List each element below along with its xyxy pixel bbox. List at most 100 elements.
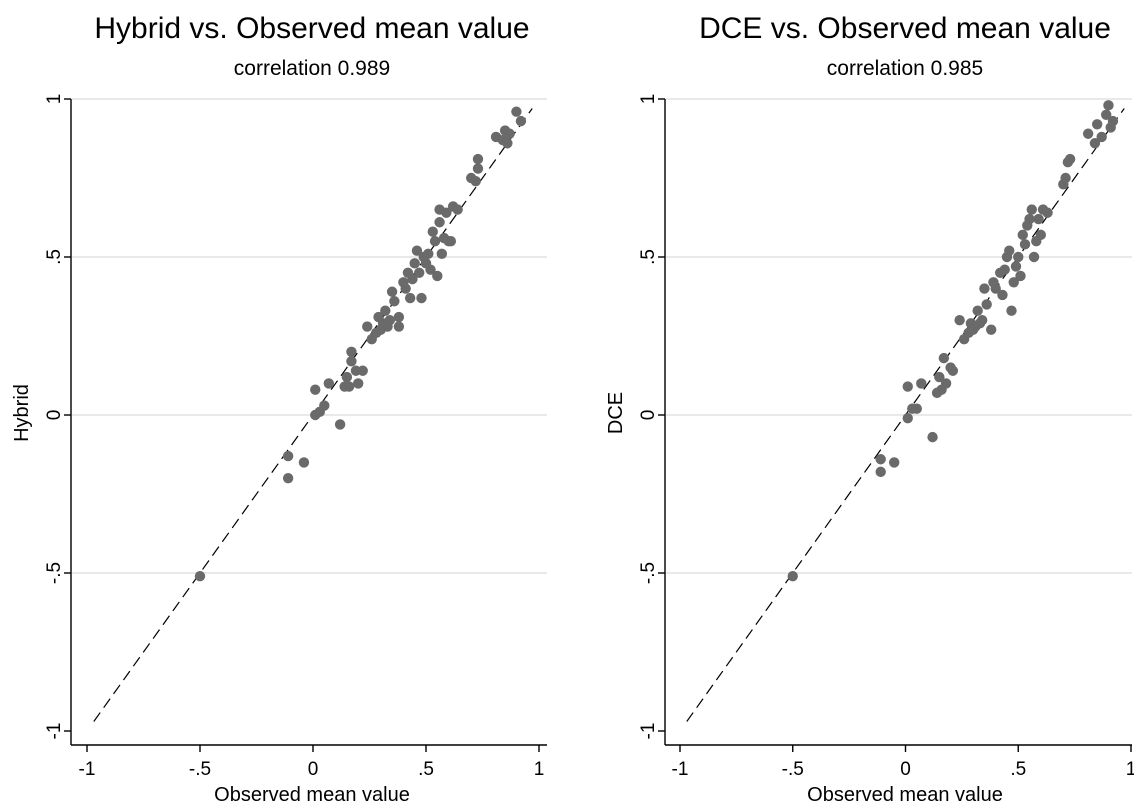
data-point [1019, 239, 1031, 250]
chart-title: DCE vs. Observed mean value [699, 12, 1111, 45]
data-point [194, 570, 206, 582]
data-point [384, 315, 396, 326]
data-point [353, 378, 364, 389]
data-point [999, 264, 1010, 275]
data-point [357, 365, 368, 376]
data-point [411, 245, 423, 256]
data-point [972, 305, 983, 316]
data-point [1103, 100, 1114, 111]
data-point [323, 378, 335, 389]
data-point [1091, 119, 1103, 130]
data-point [1042, 207, 1053, 218]
y-tick-label: -.5 [638, 562, 659, 584]
data-point [432, 270, 443, 282]
data-point [429, 236, 441, 247]
data-points [787, 100, 1119, 582]
data-point [1082, 128, 1094, 139]
data-point [452, 204, 463, 215]
y-axis-title: DCE [605, 392, 627, 434]
y-tick-label: 1 [44, 94, 65, 105]
x-tick-label: 1 [1126, 759, 1134, 780]
chart-title: Hybrid vs. Observed mean value [94, 12, 529, 45]
y-tick-label: -.5 [44, 562, 65, 584]
data-points [194, 106, 527, 582]
data-point [470, 175, 481, 187]
data-point [875, 466, 886, 478]
data-point [934, 371, 945, 383]
data-point [1035, 229, 1047, 241]
data-point [414, 267, 425, 278]
y-tick-label: 1 [638, 94, 659, 105]
data-point [319, 400, 330, 411]
data-point [947, 365, 959, 376]
x-tick-label: .5 [1010, 759, 1026, 780]
chart-panel-hybrid: Hybrid vs. Observed mean value correlati… [11, 12, 547, 803]
data-point [1060, 172, 1071, 184]
data-point [1096, 131, 1107, 143]
data-point [1033, 213, 1044, 225]
x-tick-label: .5 [418, 759, 434, 780]
data-point [504, 128, 515, 139]
data-point [1008, 277, 1019, 288]
y-tick-label: .5 [44, 249, 65, 265]
data-point [976, 315, 988, 326]
data-point [1024, 213, 1035, 225]
data-point [1064, 153, 1076, 165]
x-tick-label: -1 [79, 759, 96, 780]
y-axis-title: Hybrid [11, 384, 33, 442]
y-tick-label: 0 [44, 410, 65, 421]
x-axis-title: Observed mean value [214, 784, 410, 803]
data-point [416, 292, 427, 304]
x-tick-label: -.5 [189, 759, 211, 780]
data-point [1100, 109, 1112, 121]
data-point [434, 217, 445, 228]
data-point [902, 381, 913, 392]
x-axis-title: Observed mean value [807, 784, 1003, 803]
data-point [282, 473, 294, 484]
data-point [472, 163, 484, 174]
data-point [875, 454, 886, 465]
data-point [1004, 245, 1015, 256]
axis-ticks: -1 -.5 0 .5 1 -1 -.5 0 .5 1 [44, 94, 544, 780]
data-point [400, 283, 411, 294]
data-point [427, 226, 438, 237]
data-point [1017, 229, 1028, 241]
y-tick-label: .5 [638, 249, 659, 265]
data-point [362, 321, 373, 332]
data-point [423, 248, 434, 260]
data-point [515, 115, 527, 127]
data-point [346, 356, 357, 367]
data-point [334, 419, 346, 430]
data-point [436, 248, 448, 260]
y-grid-lines [72, 98, 547, 574]
x-tick-label: -.5 [782, 759, 804, 780]
x-tick-label: 0 [308, 759, 319, 780]
chart-subtitle: correlation 0.985 [827, 57, 983, 80]
x-tick-label: -1 [672, 759, 689, 780]
data-point [916, 378, 927, 389]
data-point [425, 264, 436, 275]
data-point [502, 138, 513, 149]
data-point [938, 352, 950, 364]
data-point [979, 283, 990, 294]
axis-ticks: -1 -.5 0 .5 1 -1 -.5 0 .5 1 [638, 94, 1134, 780]
data-point [940, 378, 952, 389]
y-tick-label: 0 [638, 410, 659, 421]
data-point [1013, 251, 1024, 263]
data-point [407, 273, 418, 285]
data-point [511, 106, 522, 117]
data-point [298, 457, 310, 468]
data-point [441, 207, 452, 218]
data-point [393, 311, 405, 323]
data-point [1028, 251, 1040, 263]
data-point [343, 381, 355, 392]
data-point [445, 236, 457, 247]
chart-subtitle: correlation 0.989 [234, 57, 390, 80]
data-point [902, 412, 913, 424]
y-tick-label: -1 [638, 723, 659, 740]
data-point [404, 292, 416, 304]
data-point [341, 371, 353, 383]
data-point [346, 346, 357, 357]
x-tick-label: 1 [534, 759, 545, 780]
